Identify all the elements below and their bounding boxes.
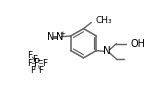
Text: F: F [38, 67, 44, 75]
Text: N: N [47, 32, 54, 42]
Text: F: F [27, 59, 32, 68]
Text: OH: OH [130, 39, 145, 49]
Text: F: F [32, 55, 37, 64]
Text: +: + [60, 31, 66, 37]
Text: −: − [37, 57, 43, 65]
Text: F: F [42, 59, 47, 68]
Text: N: N [103, 46, 111, 56]
Text: F: F [31, 67, 36, 75]
Text: F: F [28, 51, 33, 60]
Text: CH₃: CH₃ [95, 16, 112, 25]
Text: P: P [34, 58, 40, 68]
Text: N: N [56, 32, 64, 42]
